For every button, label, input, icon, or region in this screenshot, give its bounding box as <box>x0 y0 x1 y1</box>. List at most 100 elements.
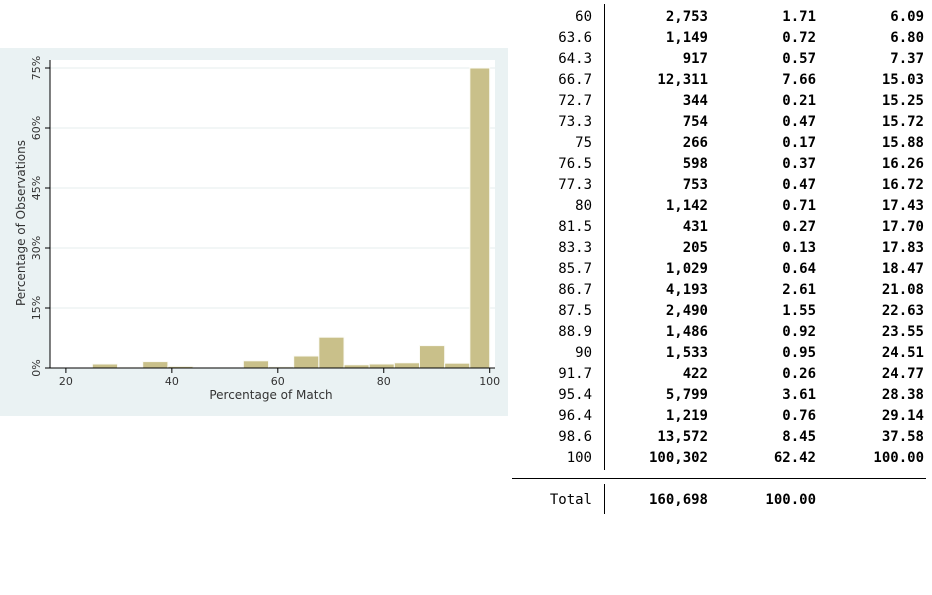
histogram-bar <box>420 346 445 368</box>
table-total-row: Total 160,698 100.00 <box>512 490 932 511</box>
row-cumulative: 7.37 <box>830 49 924 70</box>
row-cumulative: 15.88 <box>830 133 924 154</box>
row-value: 96.4 <box>512 406 592 427</box>
table-total-divider <box>512 478 926 479</box>
row-frequency: 1,142 <box>612 196 708 217</box>
row-cumulative: 17.83 <box>830 238 924 259</box>
row-percent: 0.76 <box>722 406 816 427</box>
row-cumulative: 15.72 <box>830 112 924 133</box>
row-cumulative: 16.26 <box>830 154 924 175</box>
table-row: 63.6 1,149 0.72 6.80 <box>512 28 932 49</box>
row-frequency: 2,753 <box>612 7 708 28</box>
row-cumulative: 18.47 <box>830 259 924 280</box>
row-value: 87.5 <box>512 301 592 322</box>
row-percent: 0.72 <box>722 28 816 49</box>
row-cumulative: 6.80 <box>830 28 924 49</box>
x-tick-label: 80 <box>377 375 391 388</box>
row-value: 88.9 <box>512 322 592 343</box>
row-frequency: 12,311 <box>612 70 708 91</box>
row-frequency: 754 <box>612 112 708 133</box>
row-value: 80 <box>512 196 592 217</box>
row-frequency: 205 <box>612 238 708 259</box>
histogram-bar <box>369 364 394 368</box>
x-tick-label: 20 <box>59 375 73 388</box>
row-value: 100 <box>512 448 592 469</box>
total-percent: 100.00 <box>722 490 816 511</box>
row-value: 77.3 <box>512 175 592 196</box>
row-value: 85.7 <box>512 259 592 280</box>
y-tick-label: 0% <box>30 359 43 376</box>
row-frequency: 344 <box>612 91 708 112</box>
row-frequency: 5,799 <box>612 385 708 406</box>
row-cumulative: 15.25 <box>830 91 924 112</box>
row-frequency: 266 <box>612 133 708 154</box>
histogram-bar <box>470 68 490 368</box>
row-percent: 7.66 <box>722 70 816 91</box>
row-value: 83.3 <box>512 238 592 259</box>
row-value: 86.7 <box>512 280 592 301</box>
table-row: 64.3 917 0.57 7.37 <box>512 49 932 70</box>
row-percent: 2.61 <box>722 280 816 301</box>
table-row: 98.6 13,572 8.45 37.58 <box>512 427 932 448</box>
row-cumulative: 16.72 <box>830 175 924 196</box>
row-frequency: 1,219 <box>612 406 708 427</box>
histogram-bar <box>243 361 268 368</box>
y-tick-label: 15% <box>30 296 43 320</box>
row-cumulative: 37.58 <box>830 427 924 448</box>
total-frequency: 160,698 <box>612 490 708 511</box>
y-axis-title: Percentage of Observations <box>14 140 28 306</box>
row-value: 95.4 <box>512 385 592 406</box>
row-value: 73.3 <box>512 112 592 133</box>
row-value: 63.6 <box>512 28 592 49</box>
row-percent: 0.95 <box>722 343 816 364</box>
row-frequency: 431 <box>612 217 708 238</box>
row-frequency: 598 <box>612 154 708 175</box>
x-tick-label: 40 <box>165 375 179 388</box>
row-value: 76.5 <box>512 154 592 175</box>
row-frequency: 13,572 <box>612 427 708 448</box>
row-value: 98.6 <box>512 427 592 448</box>
histogram-bar <box>92 364 117 368</box>
row-cumulative: 22.63 <box>830 301 924 322</box>
y-tick-label: 30% <box>30 236 43 260</box>
row-frequency: 1,486 <box>612 322 708 343</box>
row-frequency: 100,302 <box>612 448 708 469</box>
row-cumulative: 28.38 <box>830 385 924 406</box>
row-frequency: 917 <box>612 49 708 70</box>
row-cumulative: 21.08 <box>830 280 924 301</box>
histogram-bar <box>143 362 168 368</box>
histogram-bar <box>445 363 470 368</box>
row-percent: 0.26 <box>722 364 816 385</box>
histogram-bar <box>394 363 419 368</box>
row-cumulative: 23.55 <box>830 322 924 343</box>
row-percent: 1.55 <box>722 301 816 322</box>
row-cumulative: 6.09 <box>830 7 924 28</box>
row-frequency: 2,490 <box>612 301 708 322</box>
row-value: 64.3 <box>512 49 592 70</box>
row-frequency: 1,149 <box>612 28 708 49</box>
row-percent: 62.42 <box>722 448 816 469</box>
row-cumulative: 17.43 <box>830 196 924 217</box>
row-cumulative: 15.03 <box>830 70 924 91</box>
row-frequency: 1,029 <box>612 259 708 280</box>
row-value: 90 <box>512 343 592 364</box>
y-tick-label: 60% <box>30 116 43 140</box>
row-percent: 0.57 <box>722 49 816 70</box>
row-percent: 1.71 <box>722 7 816 28</box>
row-cumulative: 24.77 <box>830 364 924 385</box>
row-percent: 0.37 <box>722 154 816 175</box>
row-cumulative: 100.00 <box>830 448 924 469</box>
x-tick-label: 100 <box>479 375 500 388</box>
row-percent: 8.45 <box>722 427 816 448</box>
